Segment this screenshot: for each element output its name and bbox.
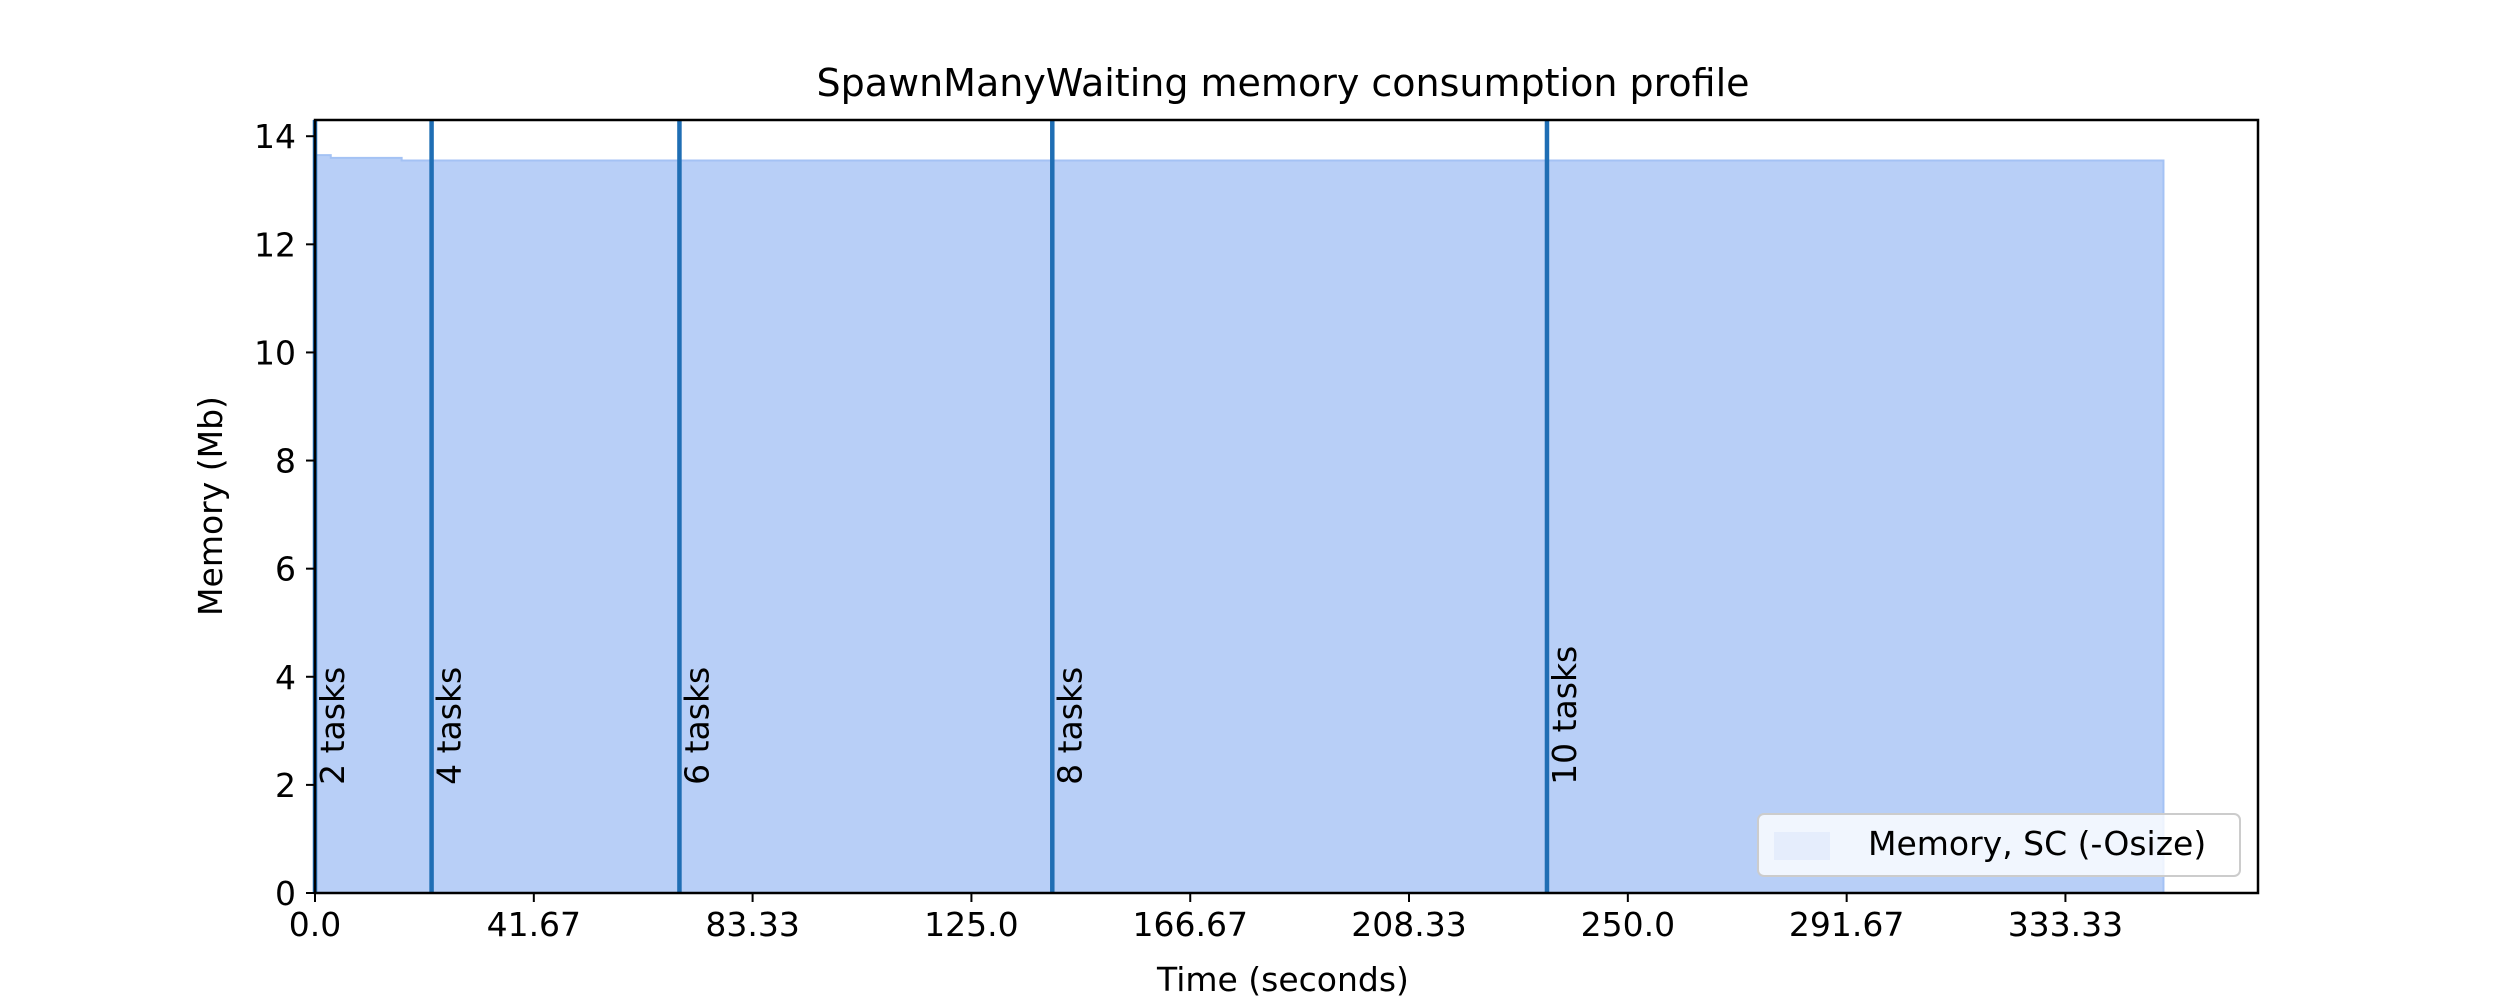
y-tick-label: 4 [275,658,296,697]
x-tick-label: 166.67 [1133,905,1248,944]
x-tick-label: 83.33 [705,905,799,944]
y-tick-label: 14 [254,117,296,156]
y-tick-label: 6 [275,550,296,589]
y-tick-label: 0 [275,874,296,913]
y-tick-label: 2 [275,766,296,805]
x-tick-label: 291.67 [1789,905,1904,944]
task-marker-label-0: 2 tasks [313,667,352,785]
x-tick-label: 333.33 [2008,905,2123,944]
legend-label: Memory, SC (-Osize) [1868,824,2206,863]
y-axis-label: Memory (Mb) [191,396,230,616]
plot-frame [313,118,2260,895]
memory-area-series-0 [314,154,2165,894]
legend-swatch [1774,832,1830,860]
y-tick-label: 10 [254,333,296,372]
legend-box [1757,813,2241,877]
chart-title: SpawnManyWaiting memory consumption prof… [816,61,1749,105]
y-tick-label: 12 [254,225,296,264]
task-marker-label-2: 6 tasks [677,667,716,785]
task-marker-label-4: 10 tasks [1545,646,1584,785]
task-marker-label-1: 4 tasks [430,667,469,785]
x-tick-label: 0.0 [289,905,341,944]
x-axis-label: Time (seconds) [1156,960,1409,999]
x-tick-label: 125.0 [924,905,1018,944]
x-tick-label: 208.33 [1351,905,1466,944]
x-tick-label: 41.67 [487,905,581,944]
legend: Memory, SC (-Osize) [1757,813,2241,877]
y-tick-label: 8 [275,442,296,481]
x-tick-label: 250.0 [1581,905,1675,944]
task-marker-label-3: 8 tasks [1050,667,1089,785]
